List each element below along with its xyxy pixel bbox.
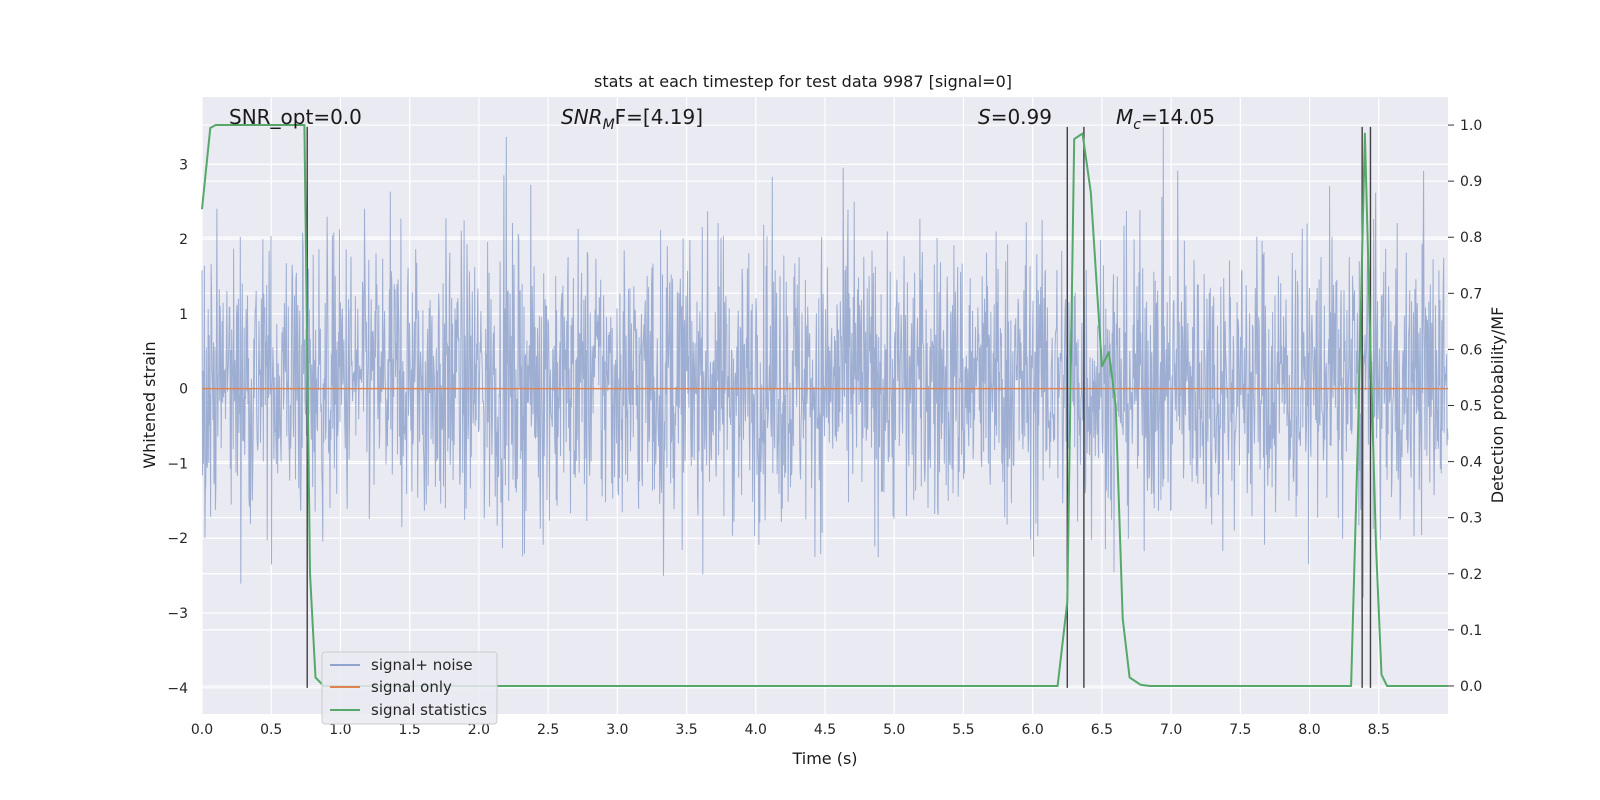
y-left-tick-label: 0 bbox=[179, 382, 188, 398]
y-left-tick-label: 3 bbox=[179, 157, 188, 173]
statistics-line bbox=[201, 124, 1448, 687]
y-right-tick-label: 0.8 bbox=[1460, 230, 1482, 246]
y-left-axis-ticks: 3 2 1 0 −1 −2 −3 −4 bbox=[167, 157, 188, 697]
x-tick-label: 5.5 bbox=[952, 722, 974, 738]
x-tick-label: 5.0 bbox=[883, 722, 905, 738]
y-right-tick-label: 0.0 bbox=[1460, 679, 1482, 695]
noise-series bbox=[201, 126, 1449, 598]
annotation-mc-sub: c bbox=[1133, 117, 1141, 133]
annotation-s-main: S bbox=[978, 105, 991, 129]
legend: signal+ noise signal only signal statist… bbox=[321, 651, 498, 725]
y-left-tick-label: −2 bbox=[167, 531, 188, 547]
legend-label-signal: signal only bbox=[371, 678, 452, 696]
x-tick-label: 6.0 bbox=[1022, 722, 1044, 738]
statistics-series bbox=[201, 124, 1448, 687]
x-tick-label: 1.5 bbox=[399, 722, 421, 738]
y-right-tick-label: 0.5 bbox=[1460, 399, 1482, 415]
x-tick-label: 7.5 bbox=[1229, 722, 1251, 738]
x-tick-label: 0.0 bbox=[191, 722, 213, 738]
y-left-tick-label: −1 bbox=[167, 456, 188, 472]
x-axis-ticks: 0.0 0.5 1.0 1.5 2.0 2.5 3.0 3.5 4.0 4.5 5.0 5.5 6.0 6… bbox=[191, 722, 1390, 738]
y-left-tick-label: −4 bbox=[167, 681, 188, 697]
y-right-tick-label: 0.1 bbox=[1460, 623, 1482, 639]
y-left-tick-label: −3 bbox=[167, 606, 188, 622]
x-tick-label: 8.0 bbox=[1298, 722, 1320, 738]
y-right-tick-label: 0.4 bbox=[1460, 455, 1482, 471]
annotation-snr-mf: SNRMF=[4.19] bbox=[561, 105, 703, 133]
x-tick-label: 4.0 bbox=[745, 722, 767, 738]
x-tick-label: 8.5 bbox=[1368, 722, 1390, 738]
y-right-tick-label: 1.0 bbox=[1460, 118, 1482, 134]
x-tick-label: 2.0 bbox=[468, 722, 490, 738]
y-right-tick-label: 0.6 bbox=[1460, 342, 1482, 358]
y-right-tick-label: 0.9 bbox=[1460, 174, 1482, 190]
x-tick-label: 2.5 bbox=[537, 722, 559, 738]
annotation-mc-main: M bbox=[1116, 105, 1133, 129]
legend-label-statistics: signal statistics bbox=[371, 701, 487, 719]
annotation-snr-mf-sub: M bbox=[603, 117, 615, 133]
annotation-snr-opt: SNR_opt=0.0 bbox=[229, 105, 362, 129]
annotation-mc-tail: =14.05 bbox=[1141, 105, 1215, 129]
y-left-axis-label: Whitened strain bbox=[140, 341, 159, 468]
noise-trace bbox=[201, 126, 1449, 598]
x-tick-label: 4.5 bbox=[814, 722, 836, 738]
x-tick-label: 3.5 bbox=[675, 722, 697, 738]
x-axis-label: Time (s) bbox=[791, 749, 857, 768]
legend-label-noise: signal+ noise bbox=[371, 656, 473, 674]
annotation-snr-mf-main: SNR bbox=[561, 105, 603, 129]
y-right-tick-label: 0.3 bbox=[1460, 511, 1482, 527]
x-tick-label: 0.5 bbox=[260, 722, 282, 738]
y-right-tick-label: 0.2 bbox=[1460, 567, 1482, 583]
annotation-mc: Mc=14.05 bbox=[1116, 105, 1215, 133]
annotation-snr-mf-tail: F=[4.19] bbox=[615, 105, 703, 129]
y-right-axis-ticks: 1.0 0.9 0.8 0.7 0.6 0.5 0.4 0.3 0.2 0.1 0.0 bbox=[1448, 118, 1482, 695]
x-tick-label: 7.0 bbox=[1160, 722, 1182, 738]
chart-title: stats at each timestep for test data 998… bbox=[594, 72, 1012, 91]
y-right-tick-label: 0.7 bbox=[1460, 286, 1482, 302]
annotation-s-stat: S=0.99 bbox=[978, 105, 1052, 129]
legend-box bbox=[321, 651, 498, 725]
y-left-tick-label: 1 bbox=[179, 307, 188, 323]
x-tick-label: 3.0 bbox=[606, 722, 628, 738]
annotation-s-tail: =0.99 bbox=[991, 105, 1052, 129]
x-tick-label: 1.0 bbox=[329, 722, 351, 738]
x-tick-label: 6.5 bbox=[1091, 722, 1113, 738]
y-left-tick-label: 2 bbox=[179, 232, 188, 248]
y-right-axis-label: Detection probability/MF bbox=[1488, 307, 1507, 504]
